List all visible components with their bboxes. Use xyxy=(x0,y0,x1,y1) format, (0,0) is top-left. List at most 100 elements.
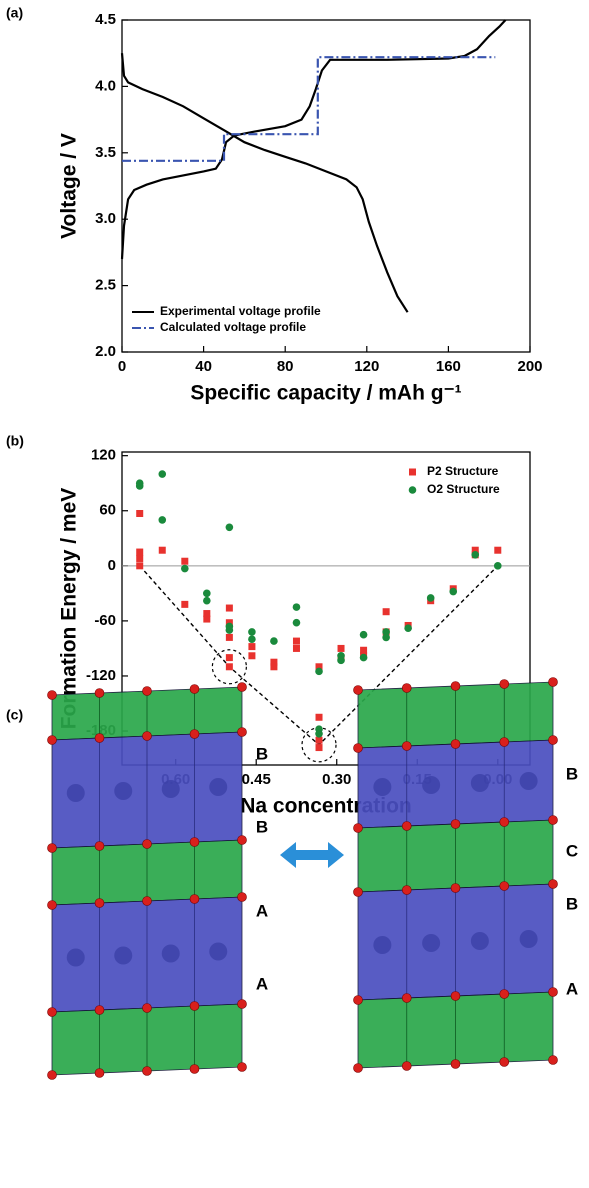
oxygen-atom xyxy=(237,835,247,845)
x-tick-label: 160 xyxy=(436,358,461,375)
sodium-atom xyxy=(519,930,538,948)
legend-label: O2 Structure xyxy=(427,482,500,496)
exchange-arrow xyxy=(280,842,344,868)
layer-label: C xyxy=(566,841,578,860)
oxygen-atom xyxy=(237,1062,247,1072)
oxygen-atom xyxy=(450,1059,461,1069)
data-line xyxy=(122,56,496,162)
oxygen-atom xyxy=(142,839,152,849)
legend-swatch xyxy=(408,486,417,494)
point xyxy=(270,637,278,645)
y-tick-label: 4.0 xyxy=(95,77,116,94)
oxygen-atom xyxy=(94,841,105,851)
plot-frame xyxy=(121,451,531,766)
oxygen-atom xyxy=(401,1061,412,1071)
point xyxy=(136,562,144,570)
x-tick-label: 0.30 xyxy=(322,771,351,788)
x-tick-label: 80 xyxy=(277,358,294,375)
point xyxy=(225,626,234,634)
point xyxy=(315,663,323,671)
oxygen-atom xyxy=(189,684,200,694)
sodium-atom xyxy=(373,778,392,796)
oxygen-atom xyxy=(94,1068,105,1078)
oxygen-atom xyxy=(548,1055,558,1065)
point xyxy=(225,654,233,662)
point xyxy=(359,653,368,662)
oxygen-atom xyxy=(94,898,105,908)
x-tick-label: 200 xyxy=(517,358,542,375)
point xyxy=(471,551,480,559)
panel-label: (a) xyxy=(6,5,23,21)
oxygen-atom xyxy=(237,999,247,1009)
oxygen-atom xyxy=(450,681,461,691)
oxygen-atom xyxy=(450,991,461,1001)
point xyxy=(181,564,189,573)
x-axis-title: Specific capacity / mAh g⁻¹ xyxy=(190,382,461,405)
oxygen-atom xyxy=(401,993,412,1003)
point xyxy=(360,646,368,654)
panel-label: (c) xyxy=(6,707,23,723)
oxygen-atom xyxy=(353,1063,363,1073)
point xyxy=(181,600,189,608)
point xyxy=(248,643,256,651)
point xyxy=(493,562,502,570)
oxygen-atom xyxy=(142,896,152,906)
oxygen-atom xyxy=(499,989,510,999)
point xyxy=(315,729,323,738)
point xyxy=(382,608,390,616)
sodium-atom xyxy=(66,784,85,802)
point xyxy=(337,656,345,665)
y-tick-label: 2.5 xyxy=(95,277,116,294)
point xyxy=(471,546,479,554)
oxygen-atom xyxy=(237,727,247,737)
y-tick-label: -120 xyxy=(86,667,116,684)
point xyxy=(315,744,323,752)
oxygen-atom xyxy=(499,679,510,689)
oxygen-atom xyxy=(47,900,57,910)
sodium-atom xyxy=(209,778,228,796)
point xyxy=(136,548,144,556)
point xyxy=(292,644,300,652)
point xyxy=(225,633,233,641)
point xyxy=(225,604,233,612)
oxygen-atom xyxy=(353,887,363,897)
oxygen-atom xyxy=(189,1001,200,1011)
sodium-atom xyxy=(209,942,228,961)
oxygen-atom xyxy=(353,743,363,753)
point xyxy=(248,635,256,644)
oxygen-atom xyxy=(450,883,461,893)
hull-line xyxy=(139,565,499,746)
point xyxy=(203,589,211,598)
oxygen-atom xyxy=(548,879,558,889)
structure xyxy=(47,682,247,1080)
layer-label: A xyxy=(256,974,268,993)
y-tick-label: 4.5 xyxy=(95,11,116,28)
oxygen-atom xyxy=(548,815,558,825)
point xyxy=(181,557,189,565)
point xyxy=(270,658,278,666)
oxygen-atom xyxy=(401,741,412,751)
oxygen-atom xyxy=(237,682,247,692)
oxygen-atom xyxy=(47,1007,57,1017)
y-tick-label: 0 xyxy=(108,557,116,574)
oxygen-atom xyxy=(548,677,558,687)
point xyxy=(315,667,323,676)
sodium-atom xyxy=(422,934,441,952)
oxygen-atom xyxy=(499,817,510,827)
x-tick-label: 120 xyxy=(354,358,379,375)
point xyxy=(136,509,144,517)
sodium-atom xyxy=(114,782,133,800)
oxygen-atom xyxy=(401,821,412,831)
point xyxy=(382,628,390,636)
oxygen-atom xyxy=(47,690,57,700)
point xyxy=(292,618,301,627)
oxygen-atom xyxy=(142,731,152,741)
oxygen-atom xyxy=(47,1070,57,1080)
y-tick-label: 120 xyxy=(91,447,116,464)
oxygen-atom xyxy=(450,739,461,749)
oxygen-atom xyxy=(401,683,412,693)
oxygen-atom xyxy=(189,894,200,904)
sodium-atom xyxy=(470,774,489,792)
point xyxy=(225,663,233,671)
y-tick-label: 60 xyxy=(99,502,116,519)
